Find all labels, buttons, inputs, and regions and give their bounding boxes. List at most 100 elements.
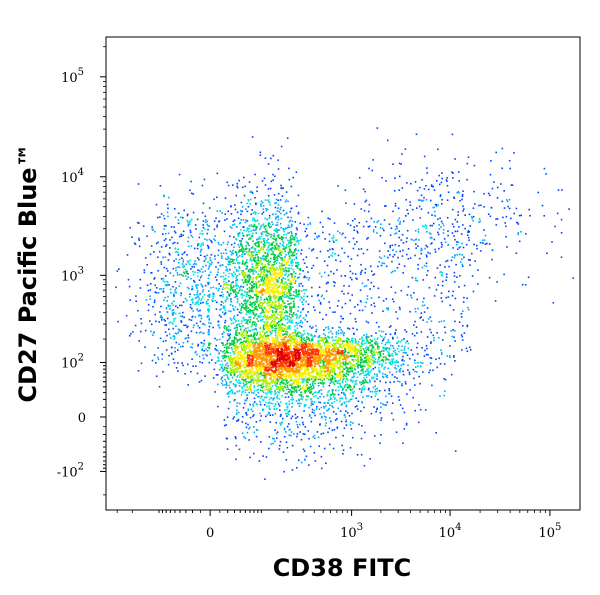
- data-point: [160, 317, 163, 320]
- data-point: [138, 239, 140, 241]
- data-point: [238, 266, 240, 268]
- data-point: [364, 374, 367, 376]
- data-point: [248, 343, 251, 345]
- data-point: [253, 386, 256, 389]
- data-point: [293, 249, 296, 251]
- data-point: [286, 368, 288, 370]
- data-point: [152, 229, 154, 231]
- data-point: [246, 414, 248, 416]
- data-point: [240, 242, 242, 245]
- data-point: [167, 207, 169, 210]
- data-point: [246, 305, 248, 308]
- data-point: [244, 352, 246, 354]
- data-point: [267, 349, 269, 352]
- data-point: [167, 215, 169, 218]
- data-point: [363, 374, 366, 377]
- data-point: [268, 278, 270, 281]
- data-point: [243, 379, 245, 381]
- data-point: [267, 199, 270, 201]
- data-point: [346, 362, 348, 365]
- data-point: [297, 402, 299, 405]
- data-point: [201, 284, 203, 287]
- data-point: [166, 270, 169, 272]
- data-point: [235, 251, 237, 254]
- data-point: [293, 238, 296, 241]
- data-point: [343, 373, 345, 376]
- data-point: [268, 412, 271, 414]
- data-point: [291, 238, 294, 241]
- data-point: [380, 406, 382, 408]
- data-point: [241, 386, 243, 388]
- data-point: [254, 337, 256, 340]
- data-point: [191, 307, 193, 310]
- data-point: [277, 199, 280, 202]
- data-point: [363, 377, 365, 379]
- data-point: [401, 359, 403, 362]
- data-point: [341, 353, 343, 356]
- data-point: [241, 349, 243, 351]
- data-point: [237, 418, 240, 421]
- data-point: [366, 361, 369, 364]
- data-point: [282, 237, 285, 239]
- data-point: [168, 322, 171, 325]
- data-point: [293, 312, 295, 314]
- data-point: [157, 256, 159, 258]
- data-point: [264, 231, 266, 233]
- data-point: [246, 259, 248, 261]
- data-point: [275, 312, 277, 314]
- data-point: [260, 284, 262, 286]
- data-point: [248, 369, 250, 371]
- data-point: [274, 304, 276, 306]
- data-point: [294, 386, 296, 388]
- data-point: [348, 350, 350, 352]
- data-point: [269, 260, 272, 263]
- data-point: [284, 333, 287, 335]
- data-point: [269, 279, 271, 281]
- data-point: [178, 235, 181, 238]
- data-point: [281, 366, 284, 369]
- data-point: [246, 353, 249, 356]
- data-point: [272, 253, 274, 255]
- data-point: [252, 251, 255, 253]
- data-point: [308, 390, 310, 392]
- data-point: [306, 349, 309, 351]
- data-point: [169, 308, 171, 310]
- data-point: [270, 388, 273, 391]
- data-point: [185, 272, 188, 274]
- data-point: [263, 370, 266, 373]
- data-point: [269, 299, 272, 301]
- data-point: [250, 281, 253, 283]
- data-point: [342, 434, 344, 437]
- data-point: [277, 327, 279, 330]
- data-point: [221, 365, 223, 367]
- data-point: [186, 340, 189, 343]
- data-point: [360, 345, 363, 347]
- data-point: [187, 336, 190, 339]
- data-point: [266, 311, 269, 313]
- data-point: [288, 303, 291, 305]
- data-point: [179, 346, 182, 348]
- data-point: [435, 432, 437, 434]
- data-point: [388, 347, 391, 350]
- data-point: [295, 288, 297, 291]
- data-point: [323, 344, 326, 347]
- data-point: [366, 337, 368, 340]
- data-point: [207, 283, 210, 285]
- data-point: [236, 274, 239, 277]
- data-point: [196, 271, 199, 274]
- data-point: [246, 275, 248, 277]
- data-point: [166, 284, 168, 287]
- data-point: [313, 355, 315, 358]
- data-point: [266, 302, 269, 304]
- data-point: [288, 251, 290, 254]
- data-point: [249, 310, 252, 312]
- data-point: [253, 377, 255, 380]
- data-point: [230, 300, 233, 303]
- data-point: [197, 301, 199, 304]
- data-point: [258, 339, 261, 341]
- data-point: [243, 436, 245, 438]
- data-point: [274, 329, 276, 332]
- data-point: [222, 351, 224, 353]
- data-point: [359, 338, 361, 340]
- data-point: [295, 262, 297, 264]
